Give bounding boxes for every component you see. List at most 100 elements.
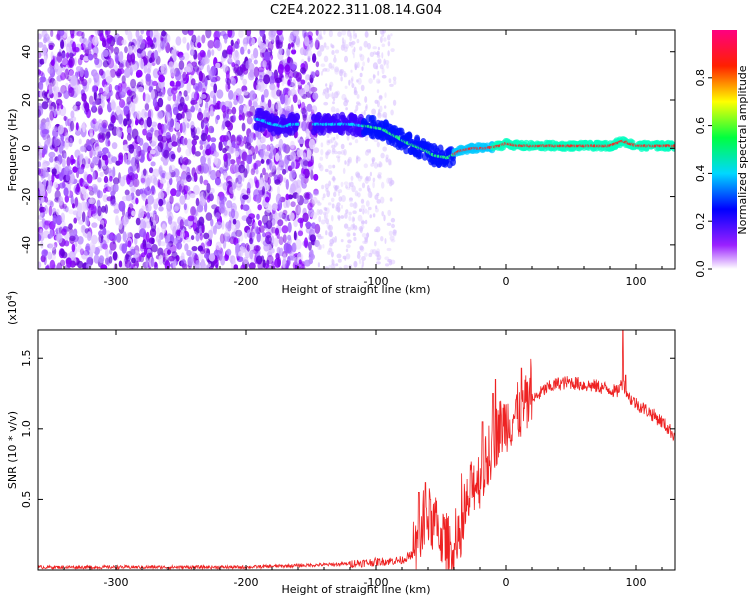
spectrogram-noise-cell [168, 164, 176, 173]
spectrogram-noise-cell [352, 34, 358, 40]
spectrogram-noise-cell [243, 37, 248, 43]
spectrogram-noise-cell [364, 30, 369, 38]
spectrogram-noise-cell [359, 246, 365, 252]
spectrogram-noise-cell [365, 200, 370, 207]
spectrogram-noise-cell [107, 140, 111, 147]
spectrogram-noise-cell [93, 254, 100, 264]
spectrogram-noise-cell [379, 162, 383, 168]
spectrogram-noise-cell [376, 192, 380, 197]
spectrogram-noise-cell [98, 230, 104, 237]
spectrogram-noise-cell [364, 150, 370, 156]
spectrogram-noise-cell [235, 229, 243, 237]
spectrogram-noise-cell [340, 143, 345, 150]
spectrogram-noise-cell [110, 114, 116, 124]
x-tick-label: -200 [234, 576, 259, 589]
spectrogram-noise-cell [130, 186, 136, 193]
spectrogram-noise-cell [275, 35, 280, 45]
spectrogram-noise-cell [277, 63, 284, 75]
spectrogram-noise-cell [56, 262, 63, 269]
spectrogram-noise-cell [372, 213, 376, 218]
spectrogram-noise-cell [198, 216, 205, 226]
spectrogram-noise-cell [337, 191, 341, 197]
spectrogram-noise-cell [353, 236, 357, 242]
spectrogram-noise-cell [248, 262, 256, 269]
spectrogram-noise-cell [230, 208, 236, 219]
spectrogram-noise-cell [61, 52, 66, 60]
spectrogram-noise-cell [309, 159, 314, 166]
spectrogram-noise-cell [93, 247, 100, 256]
spectrogram-noise-cell [48, 151, 56, 158]
spectrogram-noise-cell [139, 228, 147, 238]
spectrogram-noise-cell [147, 195, 155, 205]
spectrogram-noise-cell [345, 209, 349, 214]
spectrogram-noise-cell [145, 231, 150, 243]
spectrogram-noise-cell [282, 253, 287, 262]
spectrogram-noise-cell [275, 227, 280, 235]
spectrogram-noise-cell [92, 170, 96, 181]
spectrogram-noise-cell [291, 161, 295, 169]
spectrogram-noise-cell [183, 90, 188, 97]
spectrogram-noise-cell [130, 248, 136, 256]
spectrogram-noise-cell [98, 159, 102, 170]
spectrogram-noise-cell [39, 76, 47, 83]
spectrogram-noise-cell [287, 221, 292, 233]
spectrogram-noise-cell [164, 172, 172, 180]
spectrogram-noise-cell [61, 228, 67, 236]
spectrogram-noise-cell [245, 110, 252, 118]
spectrogram-noise-cell [262, 232, 266, 238]
spectrogram-noise-cell [169, 80, 175, 87]
spectrogram-noise-cell [382, 30, 386, 34]
spectrogram-noise-cell [84, 183, 90, 190]
spectrogram-noise-cell [118, 63, 124, 70]
spectrogram-noise-cell [177, 103, 183, 112]
spectrogram-noise-cell [278, 236, 284, 246]
spectrogram-noise-cell [76, 184, 80, 193]
spectrogram-noise-cell [250, 53, 255, 60]
spectrogram-noise-cell [175, 36, 182, 46]
spectrogram-noise-cell [362, 61, 365, 67]
spectrogram-noise-cell [43, 36, 48, 44]
spectrogram-noise-cell [259, 30, 265, 37]
spectrogram-noise-cell [66, 156, 71, 167]
spectrogram-noise-cell [306, 49, 313, 58]
spectrogram-noise-cell [44, 196, 49, 203]
spectrogram-noise-cell [91, 183, 98, 192]
spectrogram-noise-cell [376, 50, 380, 56]
spectrogram-noise-cell [293, 230, 297, 241]
spectrogram-noise-cell [221, 104, 227, 113]
spectrogram-noise-cell [46, 137, 53, 147]
spectrogram-noise-cell [107, 167, 112, 174]
colorbar-label: Normalized spectral amplitude [736, 65, 749, 234]
spectrogram-noise-cell [343, 181, 349, 186]
spectrogram-noise-cell [86, 139, 93, 151]
spectrogram-noise-cell [199, 195, 207, 207]
spectrogram-noise-cell [319, 164, 324, 172]
spectrogram-noise-cell [168, 177, 173, 186]
spectrogram-noise-cell [331, 203, 335, 209]
spectrogram-noise-cell [297, 99, 301, 105]
spectrogram-noise-cell [63, 166, 69, 176]
spectrogram-noise-cell [91, 222, 98, 228]
spectrogram-noise-cell [290, 64, 297, 71]
spectrogram-noise-cell [49, 156, 54, 163]
spectrogram-noise-cell [331, 237, 336, 244]
spectrogram-noise-cell [165, 131, 171, 139]
spectrogram-noise-cell [51, 173, 55, 183]
spectrogram-noise-cell [353, 90, 358, 96]
spectrogram-noise-cell [223, 153, 228, 162]
snr-x-ticks: -300 -200 -100 0 100 [37, 330, 663, 589]
spectrogram-noise-cell [352, 210, 357, 214]
spectrogram-noise-cell [207, 49, 211, 58]
spectrogram-noise-cell [363, 40, 368, 48]
spectrogram-noise-cell [115, 105, 121, 116]
spectrogram-noise-cell [235, 88, 242, 96]
spectrogram-noise-cell [323, 42, 327, 48]
spectrogram-noise-cell [369, 249, 374, 255]
spectrogram-noise-cell [78, 219, 84, 225]
spectrogram-noise-cell [200, 259, 205, 268]
spectrogram-noise-cell [335, 90, 340, 96]
spectrogram-noise-cell [70, 110, 75, 119]
spectrogram-noise-cell [166, 112, 171, 122]
spectrogram-noise-cell [115, 53, 119, 64]
spectrogram-noise-cell [38, 69, 42, 75]
